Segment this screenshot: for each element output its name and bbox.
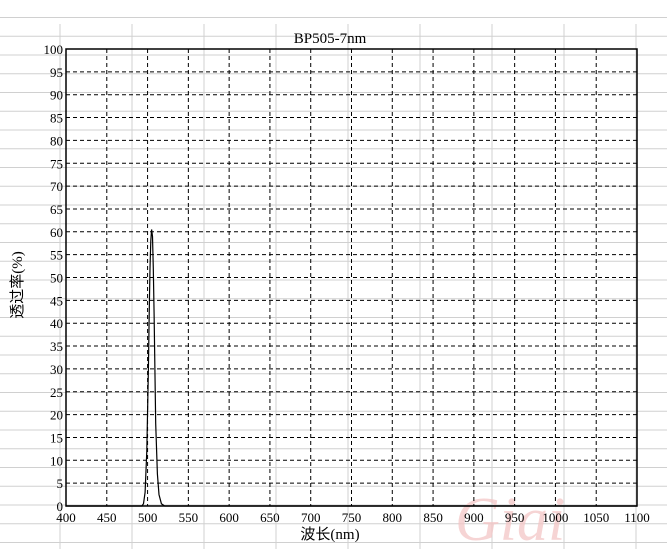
plot-grid xyxy=(66,49,637,506)
x-tick-label: 1100 xyxy=(624,510,650,525)
y-tick-label: 50 xyxy=(50,271,63,286)
y-tick-label: 60 xyxy=(50,225,63,240)
y-tick-label: 30 xyxy=(50,362,63,377)
x-tick-label: 950 xyxy=(505,510,525,525)
x-tick-label: 550 xyxy=(179,510,199,525)
x-tick-label: 850 xyxy=(423,510,443,525)
x-tick-label: 750 xyxy=(342,510,362,525)
y-tick-label: 10 xyxy=(50,453,63,468)
chart-title: BP505-7nm xyxy=(294,31,367,47)
series-line xyxy=(66,229,637,507)
y-tick-label: 75 xyxy=(50,156,63,171)
y-tick-label: 85 xyxy=(50,111,63,126)
x-tick-label: 900 xyxy=(464,510,484,525)
x-tick-label: 500 xyxy=(138,510,158,525)
y-tick-label: 15 xyxy=(50,430,63,445)
y-tick-label: 90 xyxy=(50,88,63,103)
y-tick-label: 45 xyxy=(50,293,63,308)
y-tick-label: 5 xyxy=(57,476,64,491)
x-tick-label: 700 xyxy=(301,510,321,525)
y-tick-label: 70 xyxy=(50,179,63,194)
y-tick-label: 80 xyxy=(50,133,63,148)
x-tick-label: 650 xyxy=(260,510,280,525)
x-tick-label: 1000 xyxy=(542,510,568,525)
y-tick-label: 25 xyxy=(50,385,63,400)
background-grid xyxy=(0,17,667,549)
y-tick-label: 20 xyxy=(50,408,63,423)
x-tick-label: 600 xyxy=(219,510,239,525)
watermark: Giai xyxy=(455,486,565,549)
x-axis-label: 波长(nm) xyxy=(300,526,359,543)
y-tick-label: 65 xyxy=(50,202,63,217)
y-axis-label: 透过率(%) xyxy=(9,251,26,319)
y-tick-label: 35 xyxy=(50,339,63,354)
y-tick-label: 55 xyxy=(50,248,63,263)
y-tick-label: 95 xyxy=(50,65,63,80)
y-tick-label: 100 xyxy=(44,42,64,57)
x-tick-label: 1050 xyxy=(583,510,609,525)
x-tick-label: 450 xyxy=(97,510,117,525)
x-tick-label: 400 xyxy=(56,510,76,525)
y-tick-label: 0 xyxy=(57,499,64,514)
x-tick-label: 800 xyxy=(383,510,403,525)
y-tick-label: 40 xyxy=(50,316,63,331)
